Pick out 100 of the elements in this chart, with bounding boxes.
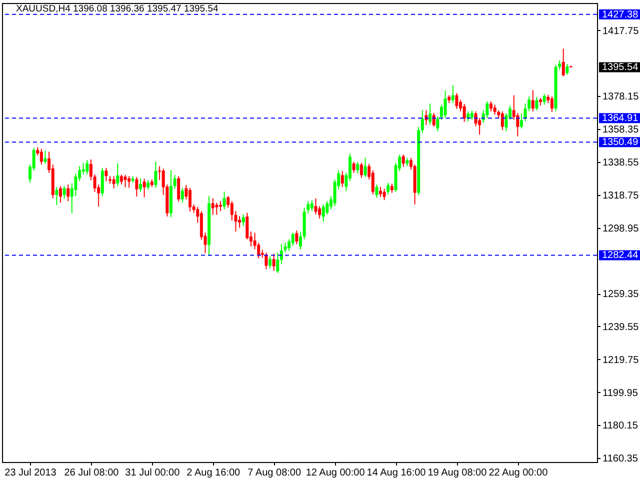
candlestick <box>112 176 116 189</box>
x-tick-label: 2 Aug 16:00 <box>186 468 240 478</box>
ref-line-label: 1364.91 <box>602 113 639 124</box>
candlestick <box>420 110 424 134</box>
candlestick <box>142 178 146 198</box>
candlestick <box>356 161 360 174</box>
candlestick <box>352 161 356 174</box>
candlestick <box>470 110 474 120</box>
candlestick <box>340 170 344 188</box>
candlestick <box>154 161 158 188</box>
candlestick <box>535 96 538 112</box>
candlestick <box>89 159 92 181</box>
candlestick <box>451 84 454 104</box>
candlestick <box>428 103 432 126</box>
candlestick <box>382 188 386 201</box>
candlestick <box>58 186 62 204</box>
candlestick <box>284 242 287 254</box>
ref-line-label: 1427.38 <box>602 9 639 20</box>
candlestick <box>264 252 268 270</box>
candlestick <box>128 176 131 188</box>
candlestick <box>562 48 565 77</box>
candlestick <box>62 186 66 200</box>
candlestick <box>268 256 272 269</box>
candlestick <box>104 167 108 182</box>
candlestick <box>310 200 314 212</box>
candlestick <box>55 186 58 206</box>
candlestick <box>44 150 47 164</box>
candlestick <box>218 200 222 212</box>
candlestick <box>318 206 322 220</box>
candlestick <box>246 212 249 240</box>
candlestick <box>272 253 276 272</box>
y-tick-label: 1338.55 <box>602 157 640 168</box>
candlestick <box>124 174 127 188</box>
candlestick <box>86 160 89 175</box>
candlestick <box>390 183 394 194</box>
candlestick <box>238 216 242 228</box>
candlestick <box>276 252 280 274</box>
candlestick <box>116 162 120 187</box>
y-tick-label: 1199.95 <box>602 388 638 399</box>
y-tick-label: 1219.75 <box>602 354 640 366</box>
candlestick <box>280 243 283 265</box>
candlestick <box>432 112 436 128</box>
ref-line-label: 1350.49 <box>602 137 639 148</box>
candlestick <box>188 187 192 212</box>
candlestick <box>146 179 150 190</box>
y-tick-label: 1239.55 <box>602 322 640 333</box>
candlestick <box>542 93 546 106</box>
candlestick <box>242 214 245 227</box>
candlestick <box>520 113 523 129</box>
candlestick <box>291 232 294 246</box>
candlestick <box>462 103 466 122</box>
x-tick-label: 22 Aug 00:00 <box>488 468 548 478</box>
candlestick <box>222 191 226 210</box>
candlestick <box>135 176 138 198</box>
x-tick-label: 12 Aug 00:00 <box>306 468 366 478</box>
x-tick-label: 19 Aug 08:00 <box>428 468 488 478</box>
candlestick <box>371 170 374 195</box>
candlestick <box>120 174 123 185</box>
x-tick-label: 31 Jul 00:00 <box>125 468 180 478</box>
y-tick-label: 1259.35 <box>602 289 640 300</box>
ref-line-label: 1282.44 <box>602 250 639 262</box>
candlestick <box>550 96 554 112</box>
candlestick <box>364 157 367 178</box>
candlestick <box>40 148 43 166</box>
candlestick <box>500 110 504 131</box>
candlestick <box>402 154 405 168</box>
candlestick <box>455 92 458 110</box>
x-tick-label: 14 Aug 16:00 <box>366 468 426 478</box>
candlestick <box>295 230 298 245</box>
y-tick-label: 1180.15 <box>602 420 638 432</box>
candlestick <box>504 112 508 132</box>
candlestick <box>299 231 302 250</box>
text: 1395.54 <box>602 62 639 74</box>
x-tick-label: 26 Jul 08:00 <box>64 468 120 478</box>
candlestick <box>375 184 378 198</box>
y-tick-label: 1378.15 <box>602 92 640 103</box>
candlestick <box>322 204 325 222</box>
candlestick <box>177 176 180 202</box>
candlestick <box>180 187 184 204</box>
candlestick <box>386 182 390 195</box>
candlestick <box>566 63 569 76</box>
candlestick <box>531 90 534 112</box>
x-tick-label: 7 Aug 08:00 <box>248 468 302 478</box>
candlestick <box>100 167 104 197</box>
y-tick-label: 1318.75 <box>602 190 640 202</box>
y-tick-label: 1417.75 <box>602 26 640 37</box>
candlestick <box>444 90 447 118</box>
y-tick-label: 1160.35 <box>602 454 638 465</box>
candlestick <box>436 116 440 132</box>
candlestick <box>360 162 363 178</box>
candlestick <box>493 104 496 116</box>
y-tick-label: 1298.95 <box>602 223 640 234</box>
candlestick <box>489 100 492 112</box>
candlestick <box>211 198 214 216</box>
candlestick <box>173 174 176 190</box>
chart-title: XAUUSD,H4 1396.08 1396.36 1395.47 1395.54 <box>16 4 218 14</box>
y-tick-label: 1358.35 <box>602 124 640 136</box>
candlestick <box>138 178 142 192</box>
x-tick-label: 23 Jul 2013 <box>4 468 57 478</box>
candlestick <box>314 198 318 215</box>
